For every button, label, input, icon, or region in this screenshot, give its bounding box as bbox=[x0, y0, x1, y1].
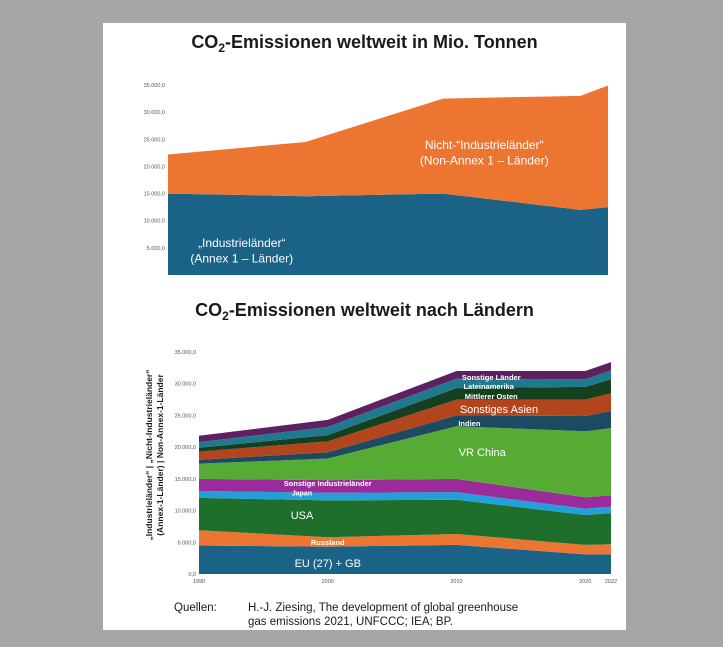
y-tick-label: 10.000,0 bbox=[175, 509, 196, 515]
x-tick-label: 2010 bbox=[450, 579, 462, 585]
area-series-sonst_ind bbox=[199, 478, 611, 509]
area-series-usa bbox=[199, 497, 611, 545]
series-label-non-annex1: Nicht-“Industrieländer“ (Non-Annex 1 – Lä… bbox=[420, 138, 549, 168]
chart-2-title: CO2-Emissionen weltweit nach Ländern bbox=[195, 300, 534, 323]
area-series-latein bbox=[199, 370, 611, 448]
x-tick-label: 2000 bbox=[322, 579, 334, 585]
y-tick-label: 25.000,0 bbox=[175, 413, 196, 419]
y-tick-label: 25.000,0 bbox=[144, 137, 165, 143]
area-series-sonst_laender bbox=[199, 362, 611, 443]
sources-line1: H.-J. Ziesing, The development of global… bbox=[248, 602, 519, 614]
series-label-usa: USA bbox=[291, 510, 314, 522]
x-tick-label: 2020 bbox=[579, 579, 591, 585]
series-label-russland: Russland bbox=[311, 538, 345, 547]
series-label-japan: Japan bbox=[292, 490, 312, 497]
area-series-mittel_osten bbox=[199, 379, 611, 452]
y-tick-label: 35.000,0 bbox=[175, 350, 196, 356]
series-label-china: VR China bbox=[459, 447, 507, 459]
area-series-non_annex1 bbox=[168, 85, 608, 210]
area-series-indien bbox=[199, 410, 611, 464]
series-label-annex1: „Industrieländer“ (Annex 1 – Länder) bbox=[190, 236, 293, 266]
series-label-indien: Indien bbox=[458, 419, 481, 428]
y-tick-label: 20.000,0 bbox=[144, 164, 165, 170]
series-label-latein: Lateinamerika bbox=[463, 382, 514, 391]
area-series-eu bbox=[199, 544, 611, 574]
chart-1-area: 5.000,0 10.000,0 15.000,0 20.000,0 25.000,0 3… bbox=[144, 83, 608, 275]
y-tick-label: 0,0 bbox=[188, 572, 196, 578]
sources-line2: gas emissions 2021, UNFCCC; IEA; BP. bbox=[248, 616, 453, 628]
sources-note: Quellen: H.-J. Ziesing, The development o… bbox=[174, 601, 518, 629]
y-tick-label: 35.000,0 bbox=[144, 83, 165, 89]
y-tick-label: 10.000,0 bbox=[144, 219, 165, 225]
sources-label: Quellen: bbox=[174, 602, 217, 614]
series-label-eu: EU (27) + GB bbox=[295, 558, 361, 570]
y-tick-label: 5.000,0 bbox=[147, 246, 165, 252]
chart-2-y-axis-label: „Industrieländer“ | „Nicht-Industrieländ… bbox=[144, 370, 166, 541]
area-series-annex1 bbox=[168, 193, 608, 275]
area-series-japan bbox=[199, 490, 611, 516]
series-label-sonst_asien: Sonstiges Asien bbox=[460, 404, 538, 416]
area-series-china bbox=[199, 426, 611, 498]
series-label-mittel_osten: Mittlerer Osten bbox=[465, 392, 518, 401]
area-series-russland bbox=[199, 530, 611, 555]
chart-panel: CO2-Emissionen weltweit in Mio. Tonnen C… bbox=[103, 23, 626, 630]
y-tick-label: 15.000,0 bbox=[175, 477, 196, 483]
y-tick-label: 20.000,0 bbox=[175, 445, 196, 451]
chart-2-area: 0,0 5.000,0 10.000,0 15.000,0 20.000,0 25.000… bbox=[175, 350, 618, 585]
series-label-sonst_laender: Sonstige Länder bbox=[462, 373, 521, 382]
chart-1-title: CO2-Emissionen weltweit in Mio. Tonnen bbox=[191, 32, 538, 55]
x-tick-label: 1990 bbox=[193, 579, 205, 585]
y-axis-label-line2: (Annex-1-Länder) | Non-Annex-1-Länder bbox=[155, 374, 165, 536]
y-tick-label: 5.000,0 bbox=[178, 540, 196, 546]
y-tick-label: 15.000,0 bbox=[144, 192, 165, 198]
x-tick-label: 2022 bbox=[605, 579, 617, 585]
y-tick-label: 30.000,0 bbox=[144, 110, 165, 116]
area-series-sonst_asien bbox=[199, 393, 611, 460]
y-axis-label-line1: „Industrieländer“ | „Nicht-Industrieländ… bbox=[144, 369, 154, 541]
y-tick-label: 30.000,0 bbox=[175, 382, 196, 388]
series-label-sonst_ind: Sonstige Industrieländer bbox=[284, 479, 372, 488]
